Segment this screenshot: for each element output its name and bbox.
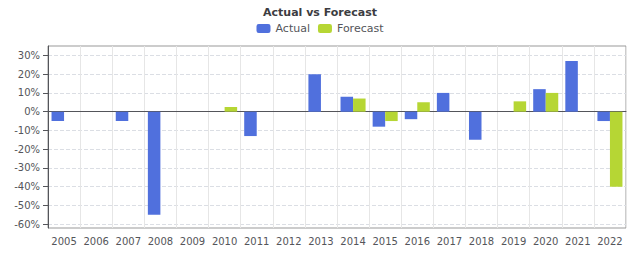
svg-text:2016: 2016: [405, 236, 430, 247]
svg-text:2013: 2013: [308, 236, 333, 247]
svg-text:2018: 2018: [469, 236, 494, 247]
svg-text:2015: 2015: [372, 236, 397, 247]
svg-text:2014: 2014: [340, 236, 365, 247]
svg-text:2006: 2006: [83, 236, 108, 247]
svg-text:2019: 2019: [501, 236, 526, 247]
svg-text:-40%: -40%: [14, 181, 40, 192]
svg-text:2009: 2009: [180, 236, 205, 247]
svg-text:-60%: -60%: [14, 219, 40, 230]
svg-text:2005: 2005: [51, 236, 76, 247]
svg-text:-30%: -30%: [14, 162, 40, 173]
svg-text:2008: 2008: [148, 236, 173, 247]
svg-text:2010: 2010: [212, 236, 237, 247]
svg-text:0%: 0%: [24, 106, 40, 117]
svg-text:2007: 2007: [116, 236, 141, 247]
svg-text:-50%: -50%: [14, 200, 40, 211]
svg-text:-20%: -20%: [14, 144, 40, 155]
svg-text:2017: 2017: [437, 236, 462, 247]
svg-text:2012: 2012: [276, 236, 301, 247]
svg-text:10%: 10%: [18, 87, 40, 98]
svg-text:20%: 20%: [18, 69, 40, 80]
svg-text:2011: 2011: [244, 236, 269, 247]
svg-text:30%: 30%: [18, 50, 40, 61]
svg-text:2020: 2020: [533, 236, 558, 247]
svg-text:Actual: Actual: [275, 22, 309, 35]
svg-text:Forecast: Forecast: [337, 22, 384, 35]
svg-text:2022: 2022: [597, 236, 622, 247]
svg-text:Actual vs Forecast: Actual vs Forecast: [263, 6, 377, 19]
svg-text:-10%: -10%: [14, 125, 40, 136]
svg-text:2021: 2021: [565, 236, 590, 247]
